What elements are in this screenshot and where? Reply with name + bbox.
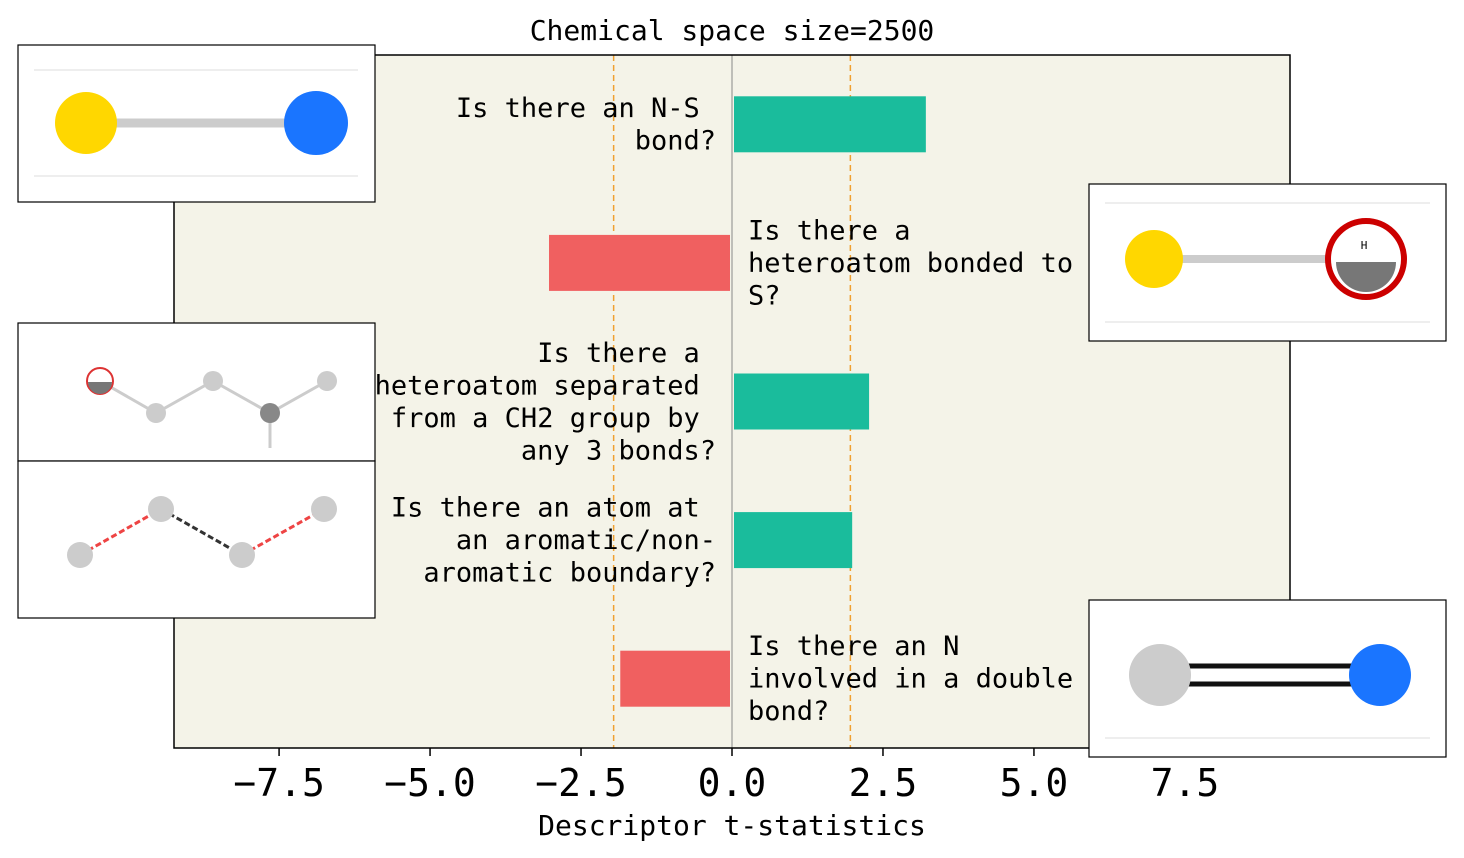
- x-tick-label: 5.0: [1000, 761, 1069, 805]
- category-label: Is there an N-S bond?: [456, 93, 716, 157]
- x-tick-label: −7.5: [233, 761, 325, 805]
- bar: [734, 512, 853, 569]
- bar: [549, 234, 730, 291]
- molecule-image: [17, 460, 376, 619]
- x-tick-label: 7.5: [1151, 761, 1220, 805]
- molecule-image: H: [1088, 183, 1447, 342]
- x-tick-label: 0.0: [698, 761, 767, 805]
- category-label: Is there a heteroatom separated from a C…: [375, 338, 716, 467]
- chart-title: Chemical space size=2500: [530, 14, 935, 47]
- molecule-image: [17, 44, 376, 203]
- x-tick-label: 2.5: [849, 761, 918, 805]
- x-tick-label: −5.0: [384, 761, 476, 805]
- category-label: Is there a heteroatom bonded to S?: [748, 215, 1089, 311]
- category-label: Is there an atom at an aromatic/non-arom…: [391, 493, 716, 589]
- molecule-image: [17, 322, 376, 462]
- molecule-image: [1088, 599, 1447, 758]
- bar: [734, 373, 870, 430]
- x-axis-label: Descriptor t-statistics: [538, 809, 926, 842]
- x-tick-label: −2.5: [535, 761, 627, 805]
- bar: [620, 650, 730, 707]
- svg-text:H: H: [1361, 239, 1368, 252]
- bar: [734, 96, 926, 153]
- category-label: Is there an N involved in a double bond?: [748, 631, 1089, 727]
